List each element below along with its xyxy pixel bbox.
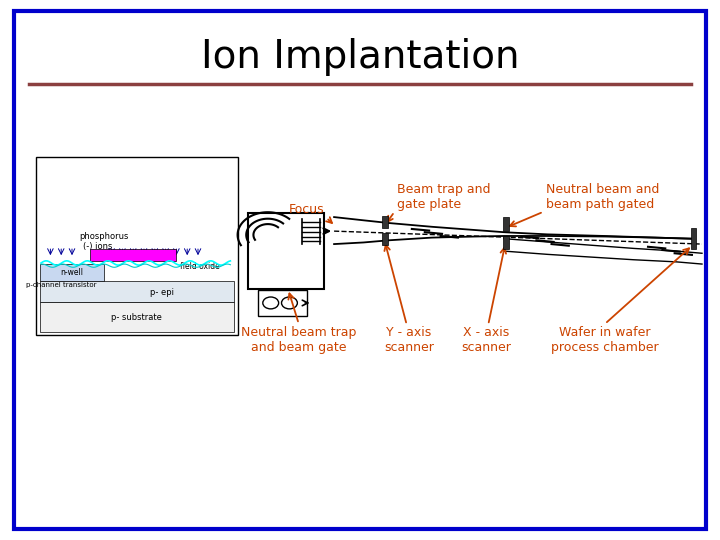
Text: field oxide: field oxide (180, 262, 220, 271)
Bar (691, 228, 696, 249)
Text: Y - axis
scanner: Y - axis scanner (384, 326, 434, 354)
Text: p- substrate: p- substrate (112, 313, 162, 322)
Text: Beam trap and
gate plate: Beam trap and gate plate (397, 183, 491, 211)
Circle shape (282, 297, 297, 309)
Text: Focus: Focus (289, 203, 324, 216)
Bar (40, 302, 234, 332)
Bar (40, 264, 104, 281)
Text: n-well: n-well (60, 268, 84, 276)
Text: Neutral beam trap
and beam gate: Neutral beam trap and beam gate (241, 326, 356, 354)
Text: (-) ions: (-) ions (83, 242, 112, 251)
Bar (248, 213, 324, 289)
Text: phosphorus: phosphorus (79, 232, 129, 241)
Bar (36, 157, 238, 335)
FancyBboxPatch shape (14, 11, 706, 529)
Bar (382, 233, 388, 245)
Text: X - axis
scanner: X - axis scanner (461, 326, 511, 354)
Bar (40, 281, 234, 302)
Circle shape (263, 297, 279, 309)
Bar (503, 236, 509, 249)
Text: p-channel transistor: p-channel transistor (26, 282, 96, 288)
Text: photoresist mask: photoresist mask (104, 252, 162, 259)
Text: Wafer in wafer
process chamber: Wafer in wafer process chamber (551, 326, 659, 354)
Text: Ion Implantation: Ion Implantation (201, 38, 519, 76)
Bar (90, 249, 176, 261)
Bar (503, 217, 509, 231)
Bar (382, 216, 388, 228)
Bar (258, 290, 307, 316)
Text: p- epi: p- epi (150, 288, 174, 297)
Text: Neutral beam and
beam path gated: Neutral beam and beam path gated (546, 183, 659, 211)
